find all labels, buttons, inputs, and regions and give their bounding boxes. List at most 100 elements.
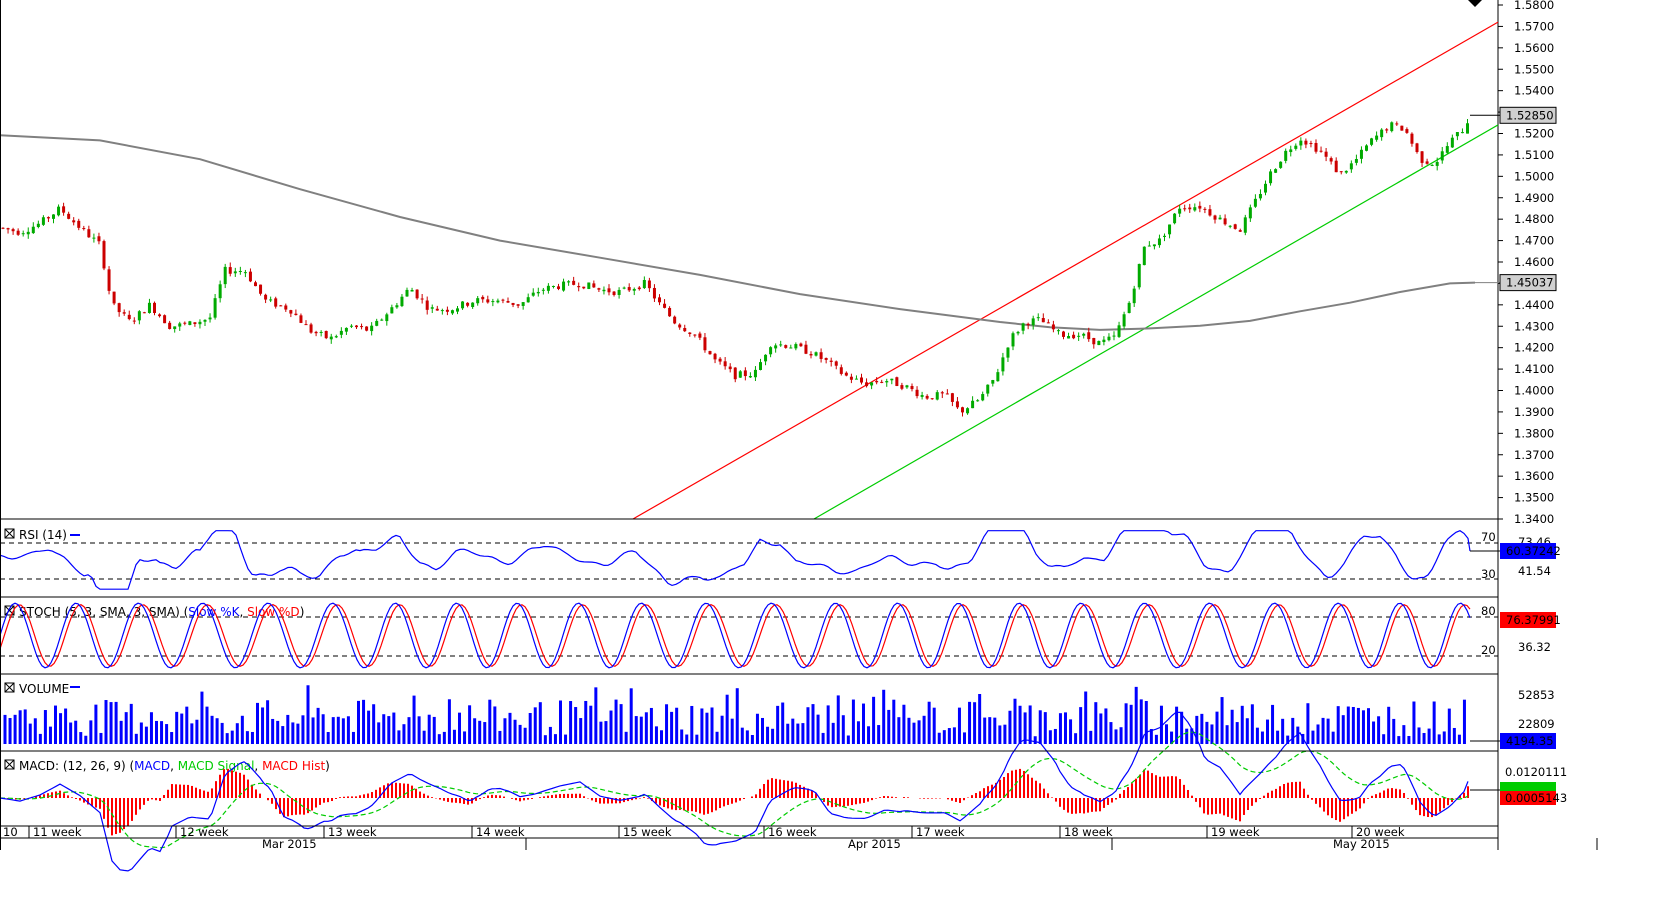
- upper-channel-line[interactable]: [632, 21, 1499, 520]
- volume-bar: [700, 708, 704, 744]
- macd-hist-bar: [843, 798, 845, 807]
- candle-body: [1208, 209, 1212, 216]
- macd-hist-bar: [359, 795, 361, 798]
- macd-hist-bar: [267, 798, 269, 801]
- candle-body: [1314, 142, 1318, 152]
- candle-body: [11, 229, 15, 232]
- macd-hist-bar: [67, 795, 69, 798]
- candle-body: [1001, 357, 1005, 372]
- candle-body: [223, 266, 227, 285]
- candle-body: [779, 344, 783, 346]
- macd-panel[interactable]: MACD: (12, 26, 9) (MACD, MACD Signal, MA…: [0, 711, 1567, 872]
- price-tick-label: 1.5200: [1514, 127, 1554, 141]
- macd-hist-bar: [479, 798, 481, 800]
- candle-body: [1466, 123, 1469, 134]
- candle-body: [849, 376, 853, 380]
- macd-hist-bar: [1319, 798, 1321, 808]
- volume-bar: [69, 722, 73, 744]
- macd-hist-bar: [527, 798, 529, 800]
- candle-body: [1284, 150, 1288, 161]
- macd-hist-bar: [511, 798, 513, 799]
- volume-bar: [508, 712, 512, 744]
- candle-body: [385, 314, 389, 322]
- candle-body: [870, 382, 874, 386]
- candle-body: [67, 213, 71, 219]
- macd-hist-bar: [735, 798, 737, 803]
- current-price-badge-text: 1.52850: [1506, 108, 1554, 122]
- macd-hist-bar: [1411, 798, 1413, 805]
- macd-hist-bar: [423, 793, 425, 798]
- macd-hist-bar: [1055, 798, 1057, 802]
- macd-hist-bar: [1223, 798, 1225, 816]
- macd-params: (12, 26, 9): [63, 759, 126, 773]
- macd-hist-bar: [463, 798, 465, 804]
- candle-body: [531, 292, 535, 296]
- macd-hist-bar: [1387, 788, 1389, 798]
- candle-body: [981, 394, 985, 401]
- candle-body: [597, 288, 601, 290]
- volume-bar: [952, 727, 956, 744]
- macd-hist-bar: [743, 798, 745, 800]
- candle-body: [456, 308, 459, 312]
- price-panel[interactable]: 1.58001.57001.56001.55001.54001.53001.52…: [0, 0, 1557, 526]
- candle-body: [627, 287, 631, 291]
- volume-bar: [1058, 713, 1062, 744]
- volume-bar: [119, 720, 123, 744]
- macd-hist-bar: [1259, 798, 1261, 799]
- volume-panel[interactable]: VOLUME 52853 22809 4194.35: [3, 682, 1557, 749]
- candle-body: [360, 326, 364, 328]
- volume-bar: [1013, 698, 1017, 744]
- macd-hist-bar: [1231, 798, 1233, 819]
- candle-body: [400, 296, 404, 307]
- volume-bar: [1053, 728, 1057, 744]
- macd-hist-bar: [835, 798, 837, 807]
- stoch-panel[interactable]: STOCH (5, 3, SMA, 3, SMA) (Slow %K, Slow…: [0, 602, 1561, 669]
- macd-hist-bar: [371, 792, 373, 798]
- macd-histogram: [3, 768, 1469, 836]
- volume-bar: [114, 701, 118, 744]
- macd-hist-bar: [1419, 798, 1421, 816]
- volume-bar: [190, 723, 194, 744]
- volume-bar: [463, 731, 467, 744]
- volume-bar: [836, 695, 840, 744]
- macd-hist-bar: [147, 798, 149, 801]
- volume-bar: [574, 707, 578, 744]
- candle-body: [334, 336, 338, 338]
- volume-bar: [710, 707, 714, 744]
- macd-hist-bar: [719, 798, 721, 809]
- scroll-marker-icon[interactable]: [1468, 0, 1482, 7]
- close-box-icon[interactable]: [4, 528, 15, 539]
- volume-bar: [715, 731, 719, 744]
- candle-body: [476, 298, 480, 304]
- volume-bar: [185, 706, 189, 744]
- volume-bar: [1165, 724, 1168, 744]
- macd-hist-bar: [199, 789, 201, 798]
- candle-body: [1223, 218, 1227, 225]
- candle-body: [637, 287, 641, 290]
- candle-body: [562, 281, 566, 291]
- candle-body: [966, 408, 970, 414]
- candle-body: [1445, 146, 1449, 153]
- macd-hist-bar: [315, 798, 317, 808]
- candle-body: [1, 227, 5, 229]
- macd-value-text: 0.0005143: [1505, 791, 1567, 805]
- volume-bar: [1387, 706, 1391, 744]
- volume-bar: [670, 711, 674, 744]
- close-box-icon[interactable]: [4, 682, 15, 693]
- candle-body: [1173, 213, 1177, 224]
- volume-bar: [932, 707, 936, 744]
- macd-hist-bar: [559, 794, 561, 798]
- volume-bar: [594, 687, 598, 744]
- volume-bar: [134, 733, 138, 744]
- macd-hist-bar: [43, 794, 45, 798]
- candle-body: [147, 302, 151, 313]
- candle-body: [168, 322, 172, 329]
- volume-bar: [367, 710, 371, 744]
- lower-channel-line[interactable]: [813, 124, 1499, 520]
- volume-bar: [392, 712, 396, 744]
- rsi-panel[interactable]: RSI (14) 70 30 73.46 41.54 60.37242: [0, 528, 1561, 590]
- macd-title: MACD: (12, 26, 9) (MACD, MACD Signal, MA…: [4, 759, 330, 773]
- macd-signal-line: [0, 731, 1469, 849]
- close-box-icon[interactable]: [4, 759, 15, 770]
- volume-bar: [382, 714, 386, 744]
